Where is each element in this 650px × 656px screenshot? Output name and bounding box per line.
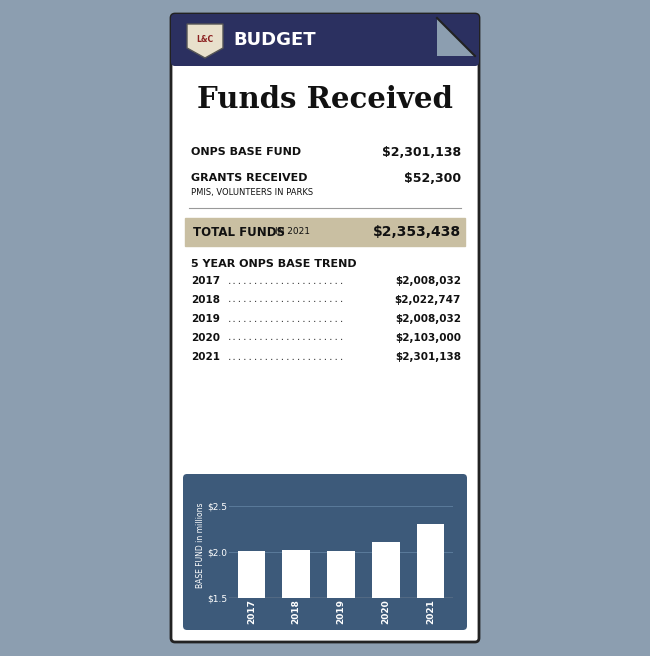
Bar (237, 551, 265, 656)
Bar (282, 550, 310, 656)
Text: 2019: 2019 (191, 314, 220, 324)
Text: Funds Received: Funds Received (197, 85, 453, 115)
Text: $2,008,032: $2,008,032 (395, 314, 461, 324)
Text: IN 2021: IN 2021 (275, 226, 310, 236)
Polygon shape (187, 24, 223, 58)
Bar (372, 543, 400, 656)
Polygon shape (437, 18, 475, 56)
Bar (175, 18, 475, 62)
Text: TOTAL FUNDS: TOTAL FUNDS (193, 226, 285, 239)
Text: 2017: 2017 (191, 276, 220, 286)
Text: $2,353,438: $2,353,438 (373, 225, 461, 239)
Text: $2,022,747: $2,022,747 (395, 295, 461, 305)
Text: ......................: ...................... (227, 333, 345, 342)
Text: ......................: ...................... (227, 295, 345, 304)
Text: $52,300: $52,300 (404, 171, 461, 184)
FancyBboxPatch shape (183, 474, 467, 630)
Text: ......................: ...................... (227, 314, 345, 323)
Text: $2,008,032: $2,008,032 (395, 276, 461, 286)
Text: GRANTS RECEIVED: GRANTS RECEIVED (191, 173, 307, 183)
Y-axis label: BASE FUND in millions: BASE FUND in millions (196, 502, 205, 588)
Bar (327, 551, 355, 656)
Text: ......................: ...................... (227, 276, 345, 285)
Bar (185, 218, 465, 246)
Text: L&C: L&C (196, 35, 214, 45)
Text: 2021: 2021 (191, 352, 220, 362)
Text: 5 YEAR ONPS BASE TREND: 5 YEAR ONPS BASE TREND (191, 259, 357, 269)
Polygon shape (437, 18, 475, 56)
Text: $2,301,138: $2,301,138 (395, 352, 461, 362)
FancyBboxPatch shape (171, 14, 479, 66)
Text: 2018: 2018 (191, 295, 220, 305)
Bar (417, 524, 445, 656)
Text: $2,103,000: $2,103,000 (395, 333, 461, 343)
Text: ONPS BASE FUND: ONPS BASE FUND (191, 147, 301, 157)
Text: BUDGET: BUDGET (233, 31, 316, 49)
Text: ......................: ...................... (227, 352, 345, 361)
Text: PMIS, VOLUNTEERS IN PARKS: PMIS, VOLUNTEERS IN PARKS (191, 188, 313, 197)
Text: 2020: 2020 (191, 333, 220, 343)
Text: $2,301,138: $2,301,138 (382, 146, 461, 159)
Bar (175, 40, 475, 62)
FancyBboxPatch shape (171, 14, 479, 642)
